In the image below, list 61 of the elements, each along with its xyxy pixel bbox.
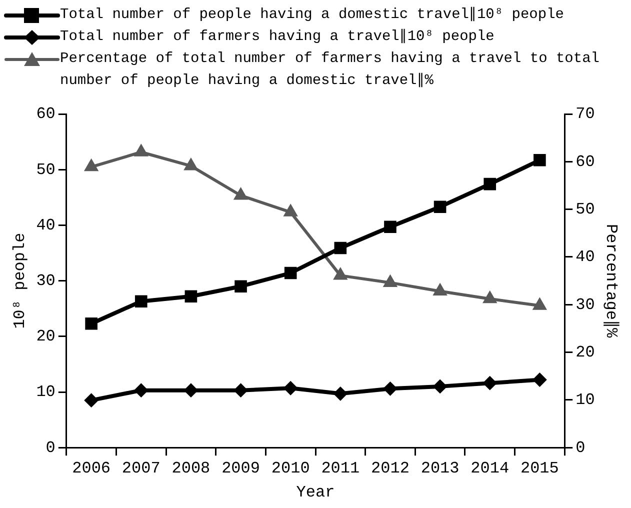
legend-label: Percentage of total number of farmers having a travel to total number of people having a domestic travel∥% [60, 50, 600, 91]
y2-tick-label: 50 [576, 200, 595, 219]
x-tick-label: 2008 [172, 459, 210, 478]
y2-tick-label: 20 [576, 344, 595, 362]
point [184, 383, 198, 398]
point [384, 220, 396, 234]
y2-tick-label: 60 [576, 152, 595, 171]
x-tick-label: 2015 [520, 459, 559, 478]
y2-tick-label: 40 [576, 248, 595, 266]
y2-tick-label: 70 [576, 105, 595, 124]
x-axis-title: Year [296, 484, 335, 502]
legend-label: Total number of farmers having a travel∥10⁸ people [60, 28, 496, 47]
point [234, 187, 248, 200]
point [184, 158, 198, 170]
x-tick-label: 2012 [371, 459, 410, 478]
y2-tick-label: 30 [576, 296, 595, 314]
point [333, 268, 348, 280]
point [482, 376, 497, 390]
point [84, 158, 98, 172]
y-tick-label: 10 [36, 383, 56, 402]
point [383, 274, 398, 287]
point [134, 295, 148, 308]
point [434, 200, 446, 214]
y-tick-label: 0 [46, 438, 56, 457]
y2-axis-title: Percentage∥% [602, 224, 620, 338]
y-axis-title: 10⁸ people [10, 232, 29, 329]
point [84, 393, 98, 408]
y-tick-label: 20 [36, 328, 56, 346]
x-tick-label: 2006 [72, 459, 111, 478]
point [433, 379, 448, 394]
point [484, 178, 496, 190]
x-tick-label: 2010 [271, 459, 310, 478]
point [532, 372, 547, 387]
point [383, 382, 398, 396]
point [184, 290, 198, 303]
point [234, 383, 248, 398]
y2-tick-label: 0 [576, 438, 586, 457]
point [333, 386, 348, 401]
point [134, 144, 148, 156]
x-tick-label: 2013 [420, 459, 460, 478]
point [433, 283, 448, 296]
y-tick-label: 50 [36, 160, 56, 179]
point [234, 280, 247, 293]
y-tick-label: 40 [36, 216, 56, 234]
point [532, 298, 547, 310]
point [534, 154, 546, 166]
x-tick-label: 2007 [122, 459, 160, 478]
y-tick-label: 60 [36, 105, 56, 124]
point [284, 381, 298, 396]
y2-tick-label: 10 [576, 391, 595, 410]
point [134, 383, 148, 398]
point [85, 317, 98, 330]
point [482, 290, 497, 304]
x-tick-label: 2011 [321, 459, 360, 478]
y-tick-label: 30 [36, 272, 56, 290]
point [284, 266, 297, 280]
legend-label: Total number of people having a domestic travel∥10⁸ people [60, 6, 565, 25]
point [284, 204, 298, 216]
x-tick-label: 2014 [470, 459, 510, 478]
point [334, 242, 347, 254]
x-tick-label: 2009 [222, 459, 260, 478]
